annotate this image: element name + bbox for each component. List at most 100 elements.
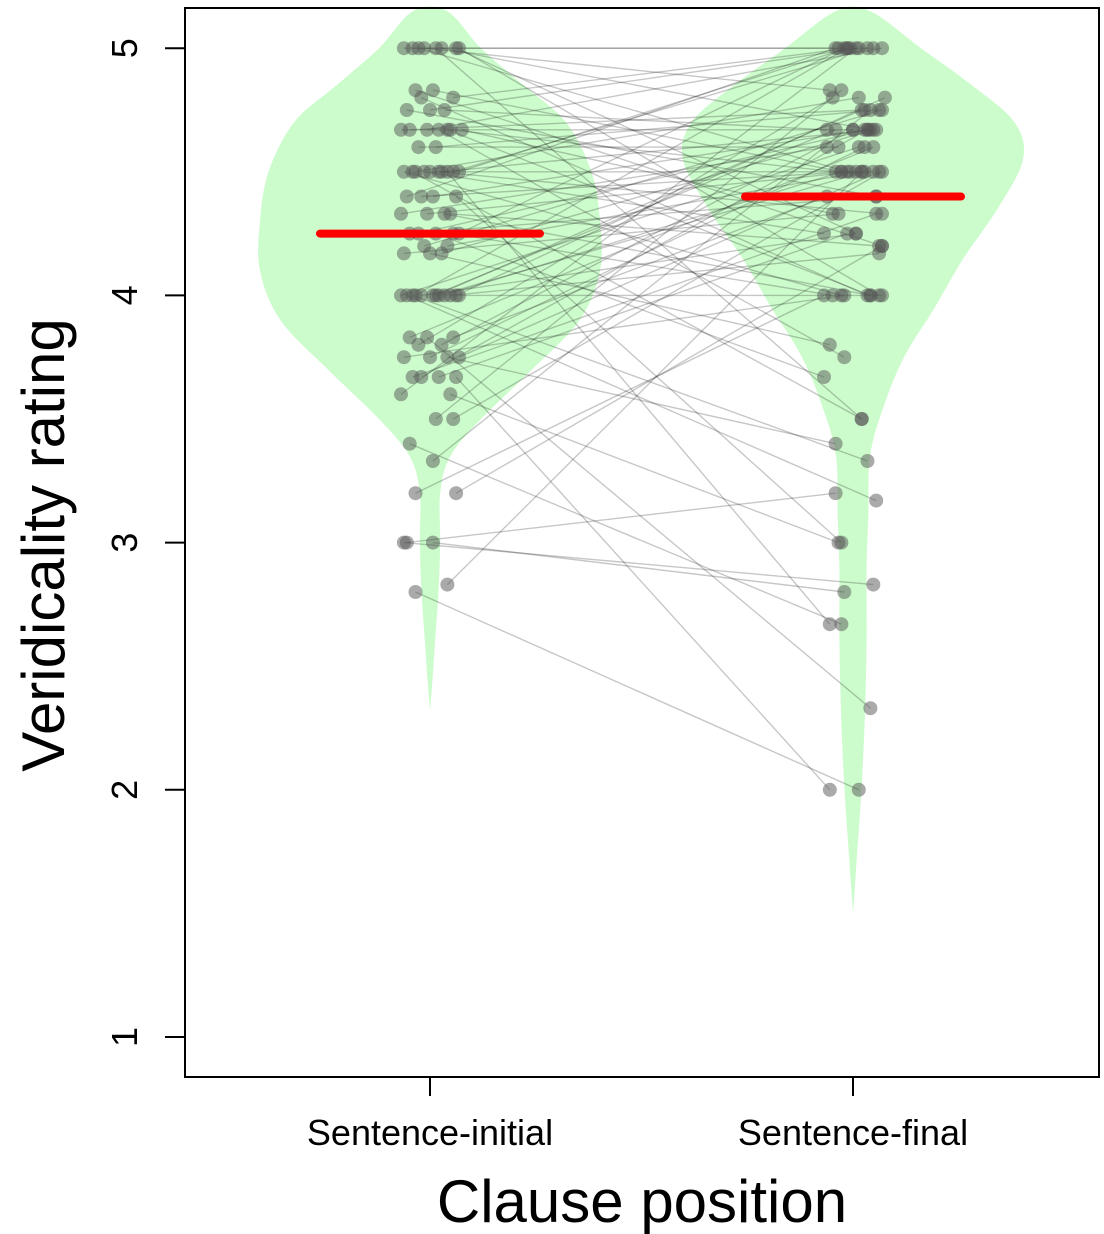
pair-lines: [400, 47, 886, 791]
data-point-initial: [434, 337, 449, 352]
data-point-final: [877, 90, 892, 105]
pair-line: [403, 171, 842, 297]
pair-line: [432, 109, 871, 462]
data-point-initial: [414, 370, 429, 384]
pair-line: [438, 171, 883, 215]
data-point-initial: [396, 41, 411, 56]
data-point-final: [860, 41, 875, 56]
y-axis-title: Veridicality rating: [10, 318, 77, 772]
y-axis: 1 2 3 4 5: [104, 38, 185, 1047]
pair-line: [429, 252, 830, 346]
pair-line: [455, 245, 883, 494]
pair-line: [447, 356, 836, 445]
pair-line: [418, 129, 868, 235]
pair-line: [409, 146, 874, 339]
data-point-final: [837, 288, 852, 303]
data-point-final: [817, 226, 831, 241]
pair-line: [421, 171, 851, 198]
data-point-final: [834, 617, 849, 632]
pair-line: [438, 129, 845, 358]
pair-line: [429, 146, 865, 358]
data-point-initial: [431, 370, 446, 384]
pair-line: [453, 47, 851, 99]
data-point-final: [860, 122, 875, 137]
data-point-initial: [428, 140, 443, 155]
pair-line: [435, 109, 862, 297]
pair-line: [446, 171, 831, 625]
data-point-initial: [420, 206, 435, 221]
pair-line: [435, 109, 880, 148]
data-point-initial: [449, 288, 464, 303]
data-point-initial: [423, 246, 437, 261]
data-point-initial: [446, 330, 461, 345]
data-point-final: [869, 206, 884, 221]
pair-line: [441, 129, 877, 173]
pair-line: [412, 171, 863, 420]
pair-line: [400, 146, 828, 215]
data-point-final: [851, 782, 866, 797]
y-tick-label: 3: [104, 533, 145, 553]
pair-line: [406, 47, 836, 198]
data-point-initial: [394, 387, 408, 402]
pair-line: [432, 129, 865, 198]
data-point-initial: [394, 206, 408, 221]
pair-line: [426, 336, 871, 709]
pair-line: [450, 213, 880, 247]
data-point-final: [819, 140, 834, 155]
pair-line: [450, 393, 839, 544]
data-point-initial: [449, 370, 464, 384]
pair-line: [412, 294, 868, 462]
pair-line: [409, 443, 842, 625]
pair-line: [450, 252, 880, 297]
data-point-initial: [417, 41, 432, 56]
data-point-initial: [425, 454, 440, 468]
pair-line: [415, 591, 860, 791]
pair-line: [406, 294, 877, 502]
data-point-initial: [449, 41, 464, 56]
data-point-final: [831, 140, 846, 155]
data-point-initial: [423, 350, 437, 365]
data-point-final: [854, 412, 869, 426]
pair-line: [435, 89, 842, 420]
pair-line: [426, 47, 883, 131]
data-point-final: [831, 535, 846, 550]
pair-line: [441, 129, 854, 346]
pair-line: [412, 213, 877, 378]
data-point-final: [866, 577, 881, 592]
pair-line: [421, 96, 868, 297]
data-point-final: [834, 83, 849, 98]
data-point-initial: [402, 436, 417, 451]
pair-line: [415, 47, 848, 297]
y-tick-label: 5: [104, 38, 145, 58]
pair-line: [427, 171, 856, 215]
pair-line: [438, 171, 865, 297]
data-point-initial: [440, 577, 455, 592]
data-point-initial: [425, 189, 440, 204]
x-axis-title: Clause position: [437, 1168, 847, 1234]
data-point-initial: [399, 103, 414, 117]
y-tick-label: 1: [104, 1027, 145, 1047]
data-point-initial: [443, 387, 458, 402]
pair-line: [450, 129, 836, 173]
data-point-final: [875, 103, 889, 117]
data-point-final: [817, 288, 831, 303]
pair-line: [458, 47, 845, 235]
pair-line: [400, 47, 857, 395]
data-point-initial: [452, 350, 466, 365]
pair-line: [444, 109, 827, 131]
pair-line: [409, 109, 865, 131]
pair-line: [452, 47, 868, 173]
data-point-final: [854, 164, 869, 179]
data-point-final: [822, 617, 837, 632]
pair-line: [403, 213, 839, 255]
y-tick-label: 4: [104, 285, 145, 305]
pair-line: [429, 47, 859, 111]
data-point-final: [817, 370, 831, 384]
data-point-final: [837, 350, 852, 365]
data-point-final: [857, 140, 872, 155]
pair-line: [458, 47, 880, 297]
data-point-initial: [423, 103, 437, 117]
pair-line: [432, 129, 836, 297]
data-point-initial: [428, 288, 443, 303]
data-point-initial: [399, 189, 414, 204]
